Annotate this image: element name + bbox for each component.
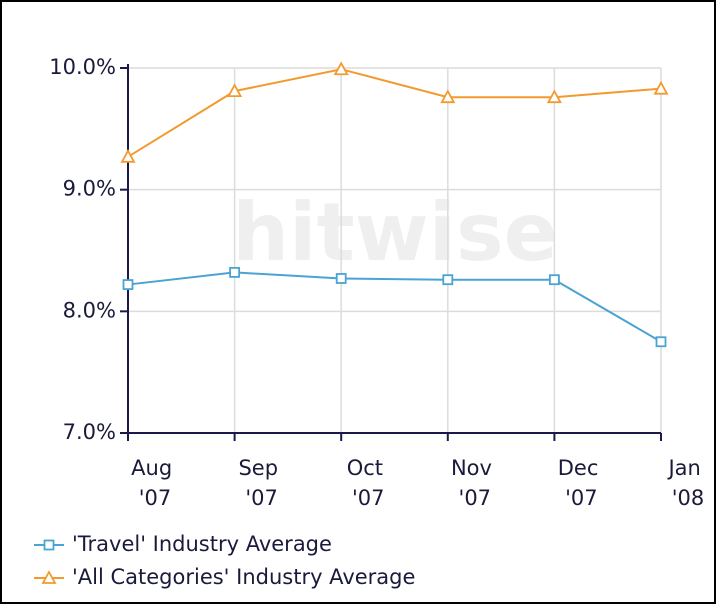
x-tick-label: Aug '07 <box>131 456 179 510</box>
y-tick-label: 10.0% <box>49 55 116 79</box>
legend-marker <box>41 570 57 584</box>
marker <box>333 61 349 76</box>
marker <box>227 83 243 98</box>
marker <box>120 148 136 163</box>
marker <box>335 273 347 284</box>
marker <box>549 274 560 286</box>
marker <box>653 80 669 95</box>
y-tick-label: 8.0% <box>63 298 116 322</box>
series-line <box>127 271 662 343</box>
series-line <box>127 68 662 158</box>
y-tick-label: 7.0% <box>63 420 116 444</box>
x-tick-label: Nov '07 <box>451 456 499 510</box>
legend-marker <box>43 539 55 551</box>
marker <box>442 274 454 286</box>
y-tick-label: 9.0% <box>63 177 116 201</box>
marker <box>229 266 241 278</box>
marker <box>440 89 456 104</box>
x-tick-label: Oct '07 <box>347 456 390 510</box>
marker <box>546 89 562 104</box>
x-tick-label: Jan '08 <box>666 456 707 510</box>
watermark: hitwise <box>232 186 558 279</box>
marker <box>122 279 134 290</box>
x-tick-label: Sep '07 <box>238 456 284 510</box>
x-tick-label: Dec '07 <box>558 456 605 510</box>
legend-label: 'Travel' Industry Average <box>72 532 332 556</box>
legend-label: 'All Categories' Industry Average <box>72 565 415 589</box>
marker <box>655 336 667 348</box>
